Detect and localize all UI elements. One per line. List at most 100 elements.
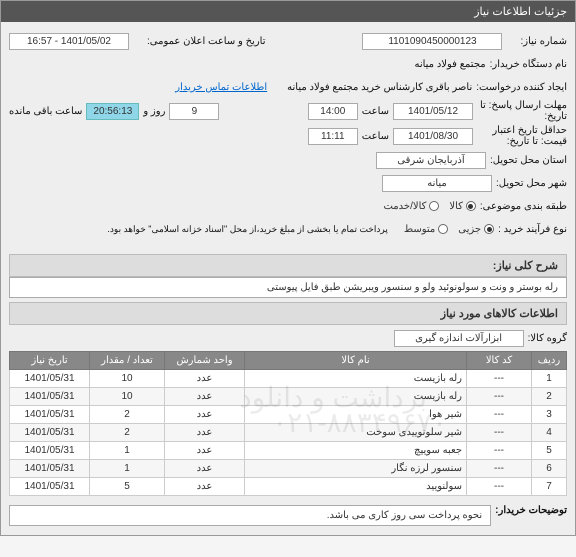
category-label: طبقه بندی موضوعی:	[480, 201, 567, 212]
buyer-value: مجتمع فولاد میانه	[414, 59, 485, 70]
creator-value: ناصر باقری کارشناس خرید مجتمع فولاد میان…	[287, 82, 472, 93]
goods-table: ردیفکد کالانام کالاواحد شمارشتعداد / مقد…	[9, 351, 567, 496]
table-cell: عدد	[165, 442, 245, 460]
radio-dot-icon	[466, 201, 476, 211]
table-cell: 5	[532, 442, 567, 460]
deadline-date: 1401/05/12	[393, 103, 473, 120]
table-cell: عدد	[165, 424, 245, 442]
table-cell: 1401/05/31	[10, 442, 90, 460]
cat-option1: کالا	[449, 201, 463, 212]
table-header-cell: نام کالا	[245, 352, 467, 370]
table-cell: 7	[532, 478, 567, 496]
table-cell: رله بازیست	[245, 370, 467, 388]
table-cell: عدد	[165, 406, 245, 424]
table-cell: 2	[90, 406, 165, 424]
table-cell: ---	[467, 442, 532, 460]
table-cell: 4	[532, 424, 567, 442]
goods-table-wrap: برداشت و دانلود ۰۲۱-۸۸۳۴۹۶۷۰ ردیفکد کالا…	[9, 351, 567, 496]
table-cell: 1401/05/31	[10, 406, 90, 424]
table-row: 2---رله بازیستعدد101401/05/31	[10, 388, 567, 406]
table-cell: 1401/05/31	[10, 478, 90, 496]
radio-dot-icon	[438, 224, 448, 234]
table-cell: 1401/05/31	[10, 460, 90, 478]
table-row: 5---جعبه سوییچعدد11401/05/31	[10, 442, 567, 460]
process-note: پرداخت تمام یا بخشی از مبلغ خرید،از محل …	[107, 224, 387, 235]
validity-date: 1401/08/30	[393, 128, 473, 145]
countdown-value: 20:56:13	[86, 103, 139, 120]
row-buyer: نام دستگاه خریدار: مجتمع فولاد میانه	[9, 54, 567, 74]
cat-option2: کالا/خدمت	[383, 201, 426, 212]
table-header-cell: ردیف	[532, 352, 567, 370]
table-row: 3---شیر هواعدد21401/05/31	[10, 406, 567, 424]
table-cell: رله بازیست	[245, 388, 467, 406]
deadline-time: 14:00	[308, 103, 358, 120]
table-cell: ---	[467, 388, 532, 406]
radio-medium[interactable]: متوسط	[404, 224, 448, 235]
table-cell: شیر سلونوییدی سوخت	[245, 424, 467, 442]
table-cell: 3	[532, 406, 567, 424]
table-cell: عدد	[165, 460, 245, 478]
announce-label: تاریخ و ساعت اعلان عمومی:	[147, 36, 266, 47]
row-validity: حداقل تاریخ اعتبار قیمت: تا تاریخ: 1401/…	[9, 125, 567, 147]
table-row: 6---سنسور لرزه نگارعدد11401/05/31	[10, 460, 567, 478]
table-row: 1---رله بازیستعدد101401/05/31	[10, 370, 567, 388]
table-cell: 1	[532, 370, 567, 388]
proc-option1: جزیی	[458, 224, 481, 235]
validity-time: 11:11	[308, 128, 358, 145]
table-cell: 6	[532, 460, 567, 478]
radio-dot-icon	[429, 201, 439, 211]
contact-link[interactable]: اطلاعات تماس خریدار	[175, 82, 267, 93]
table-cell: ---	[467, 370, 532, 388]
table-cell: 1401/05/31	[10, 388, 90, 406]
table-cell: عدد	[165, 370, 245, 388]
row-process: نوع فرآیند خرید : جزیی متوسط پرداخت تمام…	[9, 219, 567, 239]
panel-body: شماره نیاز: 1101090450000123 تاریخ و ساع…	[1, 22, 575, 535]
table-header-cell: واحد شمارش	[165, 352, 245, 370]
row-buyer-notes: توضیحات خریدار: نحوه پرداخت سی روز کاری …	[9, 505, 567, 526]
goods-group-value: ابزارآلات اندازه گیری	[394, 330, 524, 347]
table-cell: 1401/05/31	[10, 370, 90, 388]
radio-dot-icon	[484, 224, 494, 234]
buyer-label: نام دستگاه خریدار:	[490, 59, 567, 70]
row-province: استان محل تحویل: آذربایجان شرقی	[9, 150, 567, 170]
table-cell: ---	[467, 478, 532, 496]
table-cell: ---	[467, 424, 532, 442]
radio-kala-service[interactable]: کالا/خدمت	[383, 201, 439, 212]
time-label-1: ساعت	[362, 106, 389, 117]
panel-header: جزئیات اطلاعات نیاز	[1, 1, 575, 22]
row-category: طبقه بندی موضوعی: کالا کالا/خدمت	[9, 196, 567, 216]
radio-minor[interactable]: جزیی	[458, 224, 494, 235]
process-label: نوع فرآیند خرید :	[498, 224, 567, 235]
announce-value: 1401/05/02 - 16:57	[9, 33, 129, 50]
time-label-2: ساعت	[362, 131, 389, 142]
row-goods-group: گروه کالا: ابزارآلات اندازه گیری	[9, 328, 567, 348]
table-header-cell: تعداد / مقدار	[90, 352, 165, 370]
category-radio-group: کالا کالا/خدمت	[383, 201, 475, 212]
table-cell: 2	[90, 424, 165, 442]
table-cell: جعبه سوییچ	[245, 442, 467, 460]
row-city: شهر محل تحویل: میانه	[9, 173, 567, 193]
creator-label: ایجاد کننده درخواست:	[476, 82, 567, 93]
table-cell: شیر هوا	[245, 406, 467, 424]
table-cell: 10	[90, 388, 165, 406]
need-number-value: 1101090450000123	[362, 33, 502, 50]
table-header-cell: کد کالا	[467, 352, 532, 370]
table-cell: عدد	[165, 388, 245, 406]
table-cell: 5	[90, 478, 165, 496]
province-value: آذربایجان شرقی	[376, 152, 486, 169]
days-and-label: روز و	[143, 106, 165, 117]
table-header-cell: تاریخ نیاز	[10, 352, 90, 370]
row-need-number: شماره نیاز: 1101090450000123 تاریخ و ساع…	[9, 31, 567, 51]
deadline-label: مهلت ارسال پاسخ: تا تاریخ:	[477, 100, 567, 122]
city-label: شهر محل تحویل:	[496, 178, 567, 189]
row-deadline: مهلت ارسال پاسخ: تا تاریخ: 1401/05/12 سا…	[9, 100, 567, 122]
table-cell: 2	[532, 388, 567, 406]
validity-label: حداقل تاریخ اعتبار قیمت: تا تاریخ:	[477, 125, 567, 147]
radio-kala[interactable]: کالا	[449, 201, 476, 212]
goods-tbody: 1---رله بازیستعدد101401/05/312---رله باز…	[10, 370, 567, 496]
goods-group-label: گروه کالا:	[528, 333, 567, 344]
table-cell: عدد	[165, 478, 245, 496]
table-cell: ---	[467, 406, 532, 424]
details-panel: جزئیات اطلاعات نیاز شماره نیاز: 11010904…	[0, 0, 576, 536]
table-cell: 1	[90, 442, 165, 460]
